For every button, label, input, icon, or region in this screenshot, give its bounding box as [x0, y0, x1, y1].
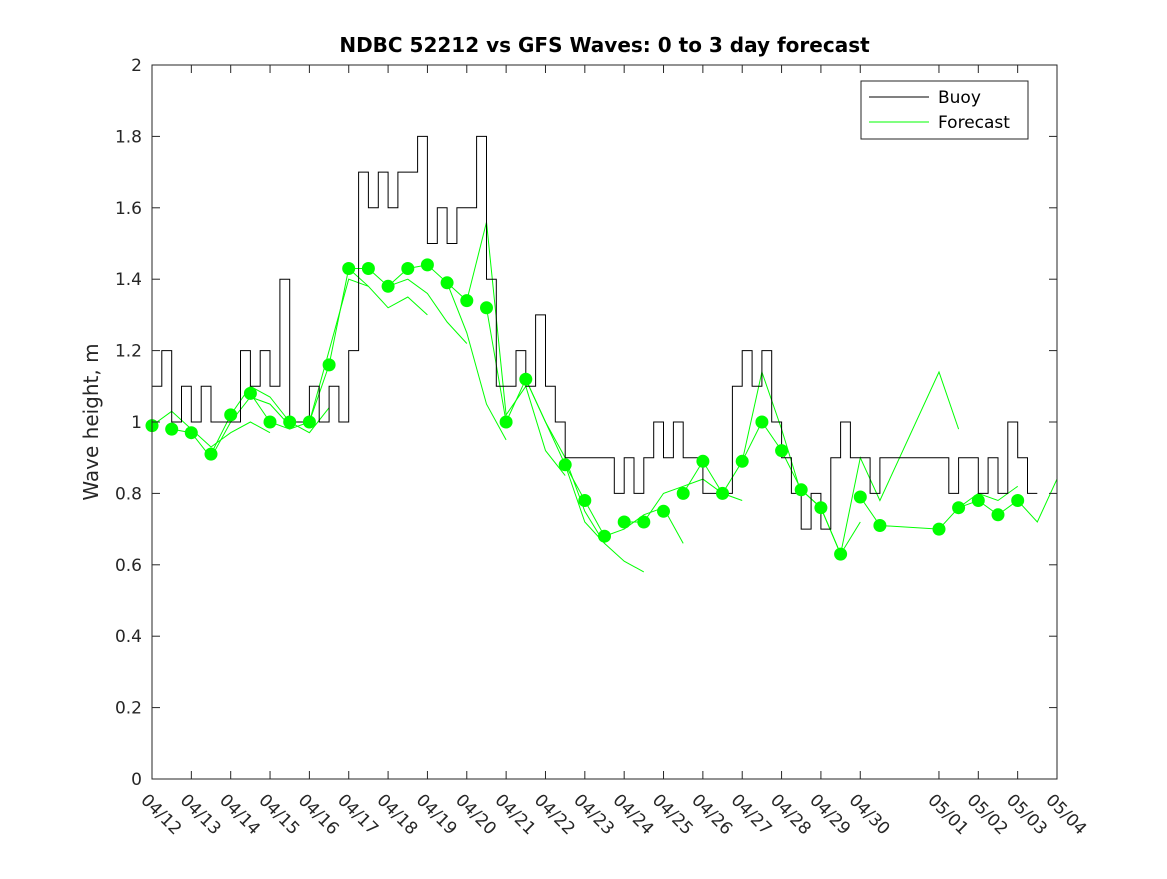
y-tick-label: 0.6: [115, 556, 142, 576]
forecast-marker: [263, 415, 277, 429]
forecast-marker: [381, 279, 395, 293]
forecast-marker: [519, 372, 533, 386]
forecast-marker: [755, 415, 769, 429]
forecast-marker: [971, 494, 985, 507]
legend-buoy-label: Buoy: [938, 88, 981, 108]
forecast-marker: [460, 294, 474, 308]
forecast-marker: [440, 276, 454, 290]
y-axis: 0 0.2 0.4 0.6 0.8 1 1.2 1.4 1.6 1.8 2: [115, 56, 1057, 790]
y-tick-label: 1.2: [115, 342, 142, 362]
forecast-marker: [598, 529, 611, 543]
y-tick-label: 1.4: [115, 270, 142, 290]
y-tick-label: 0.2: [115, 699, 142, 719]
buoy-line: [152, 135, 1038, 530]
forecast-marker: [794, 483, 808, 497]
forecast-marker: [676, 486, 690, 500]
y-tick-label: 0: [131, 770, 142, 790]
forecast-marker: [480, 301, 493, 315]
forecast-marker: [814, 501, 828, 515]
forecast-marker: [322, 358, 336, 372]
forecast-marker: [834, 547, 848, 561]
forecast-marker: [637, 515, 651, 529]
legend-box: [860, 80, 1029, 140]
forecast-marker: [735, 454, 749, 468]
forecast-marker: [578, 494, 592, 507]
forecast-marker: [696, 454, 710, 468]
forecast-run-line: [525, 378, 645, 573]
forecast-marker: [342, 262, 356, 275]
forecast-marker: [165, 422, 179, 436]
forecast-marker: [302, 415, 316, 429]
y-tick-label: 1.6: [115, 199, 142, 219]
forecast-marker: [991, 508, 1005, 522]
forecast-marker: [952, 501, 966, 515]
forecast-marker: [716, 486, 729, 500]
forecast-marker: [1011, 494, 1025, 507]
forecast-marker: [361, 262, 375, 275]
y-tick-label: 1.8: [115, 127, 142, 147]
forecast-marker: [558, 458, 572, 472]
forecast-marker: [853, 490, 867, 504]
forecast-markers: [145, 258, 1025, 561]
legend: Buoy Forecast: [860, 80, 1029, 140]
y-tick-label: 0.8: [115, 484, 142, 504]
forecast-marker: [932, 522, 946, 536]
forecast-marker: [499, 415, 513, 429]
forecast-marker: [657, 504, 670, 518]
y-axis-title: Wave height, m: [79, 343, 103, 500]
forecast-marker: [617, 515, 631, 529]
forecast-marker: [775, 444, 789, 458]
forecast-marker: [401, 262, 415, 275]
forecast-marker: [184, 426, 198, 440]
legend-forecast-label: Forecast: [938, 113, 1010, 133]
forecast-marker: [420, 258, 434, 272]
y-tick-label: 2: [131, 56, 142, 76]
y-tick-label: 1: [131, 413, 142, 433]
forecast-marker: [204, 447, 218, 461]
forecast-marker: [873, 519, 887, 532]
forecast-marker: [243, 386, 257, 400]
chart-title: NDBC 52212 vs GFS Waves: 0 to 3 day fore…: [339, 33, 870, 57]
forecast-marker: [224, 408, 238, 422]
y-tick-label: 0.4: [115, 627, 142, 647]
buoy-line-group: [152, 135, 1038, 530]
forecast-marker: [283, 415, 297, 429]
